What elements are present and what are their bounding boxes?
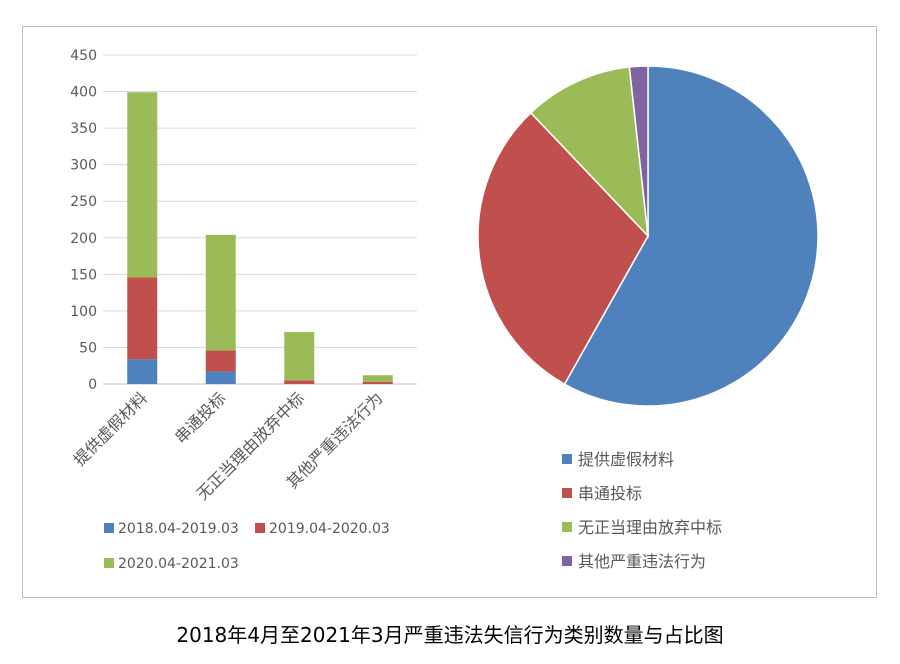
bar-segment <box>284 380 315 384</box>
pie-chart-slices <box>477 65 819 407</box>
y-tick-label: 350 <box>70 121 97 137</box>
y-tick-label: 150 <box>70 267 97 283</box>
chart-frame <box>22 26 877 598</box>
legend-swatch <box>562 454 572 464</box>
bar-chart-y-ticks: 0 50 100 150 200 250 300 350 400 450 <box>70 48 97 393</box>
bar-segment <box>127 92 158 278</box>
y-tick-label: 100 <box>70 304 97 320</box>
legend-swatch <box>562 488 572 498</box>
figure-caption: 2018年4月至2021年3月严重违法失信行为类别数量与占比图 <box>176 623 724 647</box>
y-tick-label: 400 <box>70 85 97 101</box>
y-tick-label: 200 <box>70 231 97 247</box>
pie-slice <box>477 111 649 386</box>
bar-segment <box>362 375 393 382</box>
legend-label: 2018.04-2019.03 <box>118 521 239 537</box>
pie-slice <box>563 65 819 407</box>
legend-label: 2019.04-2020.03 <box>269 521 390 537</box>
bar-segment <box>205 350 236 372</box>
bar-chart-bars <box>127 92 393 384</box>
legend-label: 无正当理由放弃中标 <box>578 518 722 537</box>
legend-swatch <box>104 558 114 568</box>
bar-segment <box>205 234 236 351</box>
bar-segment <box>127 277 158 360</box>
legend-label: 其他严重违法行为 <box>578 552 706 571</box>
pie-slice <box>529 66 649 239</box>
y-tick-label: 50 <box>79 340 97 356</box>
legend-swatch <box>562 556 572 566</box>
y-tick-label: 300 <box>70 158 97 174</box>
y-tick-label: 0 <box>88 377 97 393</box>
bar-segment <box>362 381 393 384</box>
pie-slice <box>628 65 649 237</box>
legend-swatch <box>562 522 572 532</box>
y-tick-label: 450 <box>70 48 97 64</box>
bar-segment <box>284 332 315 381</box>
legend-swatch <box>255 523 265 533</box>
y-tick-label: 250 <box>70 194 97 210</box>
bar-chart-legend: 2018.04-2019.03 2019.04-2020.03 2020.04-20… <box>104 521 390 572</box>
bar-segment <box>127 359 158 384</box>
x-tick-label: 提供虚假材料 <box>70 388 151 469</box>
legend-swatch <box>104 523 114 533</box>
legend-label: 提供虚假材料 <box>578 450 674 469</box>
legend-label: 2020.04-2021.03 <box>118 556 239 572</box>
bar-segment <box>205 371 236 384</box>
legend-label: 串通投标 <box>578 484 642 503</box>
x-tick-label: 串通投标 <box>171 388 230 447</box>
